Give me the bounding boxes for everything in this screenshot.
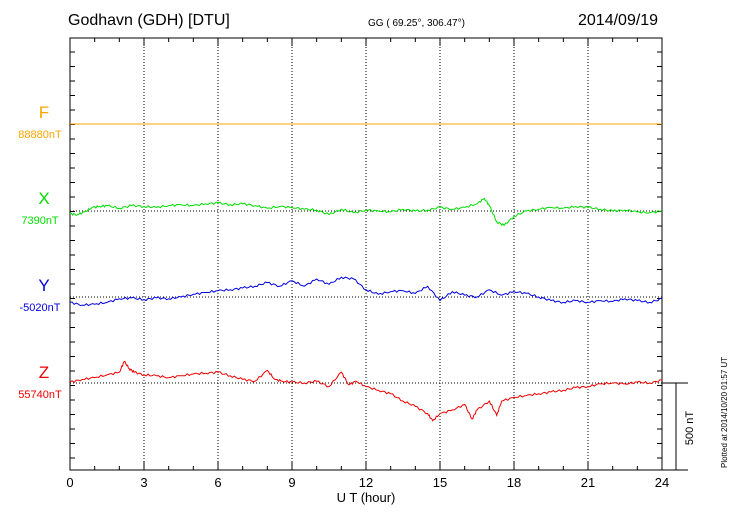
labels: 0 3 6 9 12 15 18 21 24 U T (hour) F 88880nT X 7390nT Y… <box>18 103 669 505</box>
scale-bar: 500 nT <box>662 382 696 471</box>
baseline-value-z: 55740nT <box>18 389 62 401</box>
series-line-x <box>69 197 663 227</box>
x-tick-label: 9 <box>288 475 295 490</box>
series-label-z: Z <box>39 363 49 382</box>
series-group <box>69 123 663 422</box>
series-label-y: Y <box>38 276 49 295</box>
baseline-value-x: 7390nT <box>21 215 59 227</box>
series-label-f: F <box>39 103 49 122</box>
baseline-value-y: -5020nT <box>20 302 61 314</box>
x-tick-label: 0 <box>66 475 73 490</box>
series-line-y <box>69 276 663 307</box>
plot-date: 2014/09/19 <box>578 12 659 29</box>
x-axis-label: U T (hour) <box>337 490 396 505</box>
x-tick-label: 6 <box>214 475 221 490</box>
x-tick-label: 18 <box>507 475 521 490</box>
baseline-value-f: 88880nT <box>18 129 62 141</box>
x-tick-label: 12 <box>359 475 373 490</box>
x-tick-label: 21 <box>581 475 595 490</box>
grid <box>70 38 662 470</box>
station-coordinates: GG ( 69.25°, 306.47°) <box>368 18 465 29</box>
scale-bar-label: 500 nT <box>684 411 696 446</box>
station-title: Godhavn (GDH) [DTU] <box>68 12 230 29</box>
x-tick-label: 24 <box>655 475 669 490</box>
x-tick-label: 3 <box>140 475 147 490</box>
series-label-x: X <box>38 189 49 208</box>
x-tick-label: 15 <box>433 475 447 490</box>
series-line-z <box>69 360 663 422</box>
